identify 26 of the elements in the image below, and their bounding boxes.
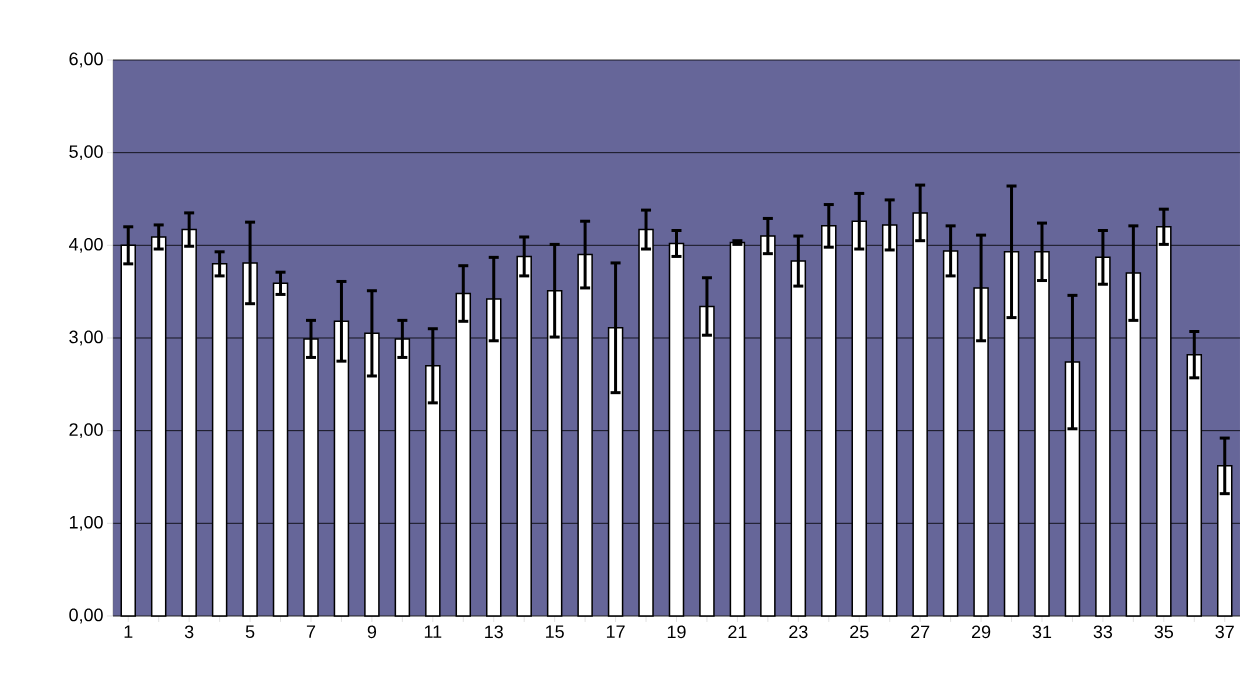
y-tick-label: 6,00 (69, 52, 103, 68)
y-tick-label: 5,00 (69, 145, 103, 161)
x-tick-label: 7 (306, 625, 316, 638)
x-tick-label: 31 (1032, 625, 1052, 639)
x-tick-label: 9 (367, 625, 377, 639)
y-tick-label: 3,00 (69, 330, 103, 346)
x-tick-label: 5 (245, 625, 255, 639)
x-tick-label: 13 (485, 625, 503, 639)
x-tick-label: 15 (546, 625, 564, 639)
x-tick-label: 27 (911, 625, 930, 639)
x-tick-label: 19 (667, 625, 686, 639)
x-tick-label: 35 (1154, 625, 1174, 639)
x-tick-label: 23 (789, 625, 808, 639)
x-tick-label: 21 (728, 625, 747, 639)
x-tick-label: 25 (850, 625, 869, 639)
y-tick-label: 4,00 (68, 237, 103, 253)
x-tick-label: 17 (606, 625, 625, 638)
x-tick-label: 3 (184, 625, 194, 639)
y-tick-label: 0,00 (69, 608, 103, 624)
y-tick-label: 1,00 (69, 515, 103, 531)
x-tick-label: 29 (972, 625, 991, 639)
y-tick-label: 2,00 (69, 423, 103, 439)
x-tick-label: 33 (1093, 625, 1113, 639)
x-tick-label: 11 (424, 625, 442, 638)
x-tick-label: 1 (124, 625, 133, 638)
x-tick-label: 37 (1215, 625, 1234, 639)
